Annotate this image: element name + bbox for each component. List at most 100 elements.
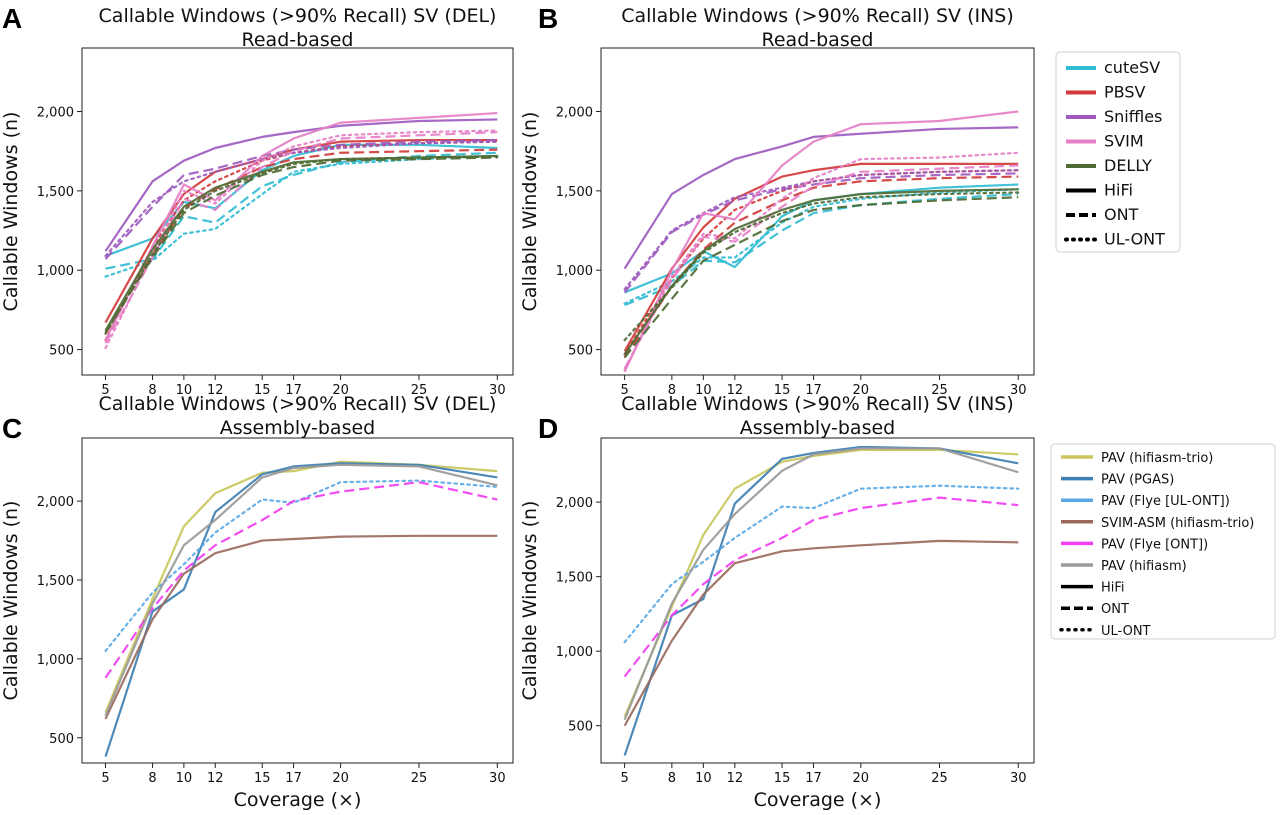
series-line-8 (623, 172, 1019, 294)
x-tick-label: 5 (101, 771, 109, 786)
x-tick-label: 20 (853, 771, 870, 786)
series-line-6 (104, 463, 498, 717)
legend-label: UL-ONT (1104, 230, 1165, 249)
x-tick-label: 30 (489, 771, 506, 786)
chart-subtitle: Assembly-based (740, 417, 895, 439)
series-line-12 (623, 151, 1020, 372)
legend-label: ONT (1104, 205, 1139, 224)
panel-B: B Callable Windows (>90% Recall) SV (INS)… (519, 3, 1035, 398)
panel-A: A Callable Windows (>90% Recall) SV (DEL)… (0, 3, 514, 398)
y-tick-label: 500 (568, 720, 593, 735)
x-tick-label: 20 (332, 771, 349, 786)
series-line-7 (104, 118, 498, 252)
x-tick-label: 17 (805, 771, 822, 786)
legend-label: UL-ONT (1101, 624, 1151, 639)
x-tick-label: 30 (1010, 383, 1027, 398)
chart-subtitle: Read-based (242, 29, 354, 51)
legend-label: PAV (PGAS) (1101, 473, 1174, 488)
panel-letter: A (2, 3, 22, 34)
x-axis-label: Coverage (×) (754, 789, 882, 811)
y-tick-label: 1,500 (556, 571, 593, 586)
series-line-2 (623, 445, 1019, 756)
series-line-2 (104, 462, 498, 758)
series-line-9 (623, 169, 1020, 291)
plot-frame (81, 437, 514, 764)
x-tick-label: 10 (695, 383, 712, 398)
chart-title: Callable Windows (>90% Recall) SV (INS) (621, 393, 1014, 415)
legend-label: PAV (hifiasm) (1101, 559, 1187, 574)
chart-subtitle: Read-based (762, 29, 874, 51)
series-line-4 (623, 539, 1019, 727)
legend-label: Sniffles (1104, 107, 1162, 126)
x-tick-label: 5 (620, 771, 628, 786)
y-tick-label: 1,000 (556, 264, 593, 279)
series-line-13 (623, 188, 1019, 355)
x-tick-label: 15 (774, 771, 791, 786)
legend-label: PAV (hifiasm-trio) (1101, 451, 1213, 466)
legend-label: HiFi (1104, 181, 1133, 200)
y-axis-label: Callable Windows (n) (519, 112, 541, 312)
series-line-4 (623, 162, 1019, 352)
series-line-2 (105, 151, 498, 270)
x-tick-label: 12 (727, 771, 744, 786)
x-tick-label: 17 (285, 383, 302, 398)
y-tick-label: 1,000 (37, 653, 74, 668)
panel-letter: D (538, 413, 558, 444)
y-axis-label: Callable Windows (n) (0, 501, 22, 701)
legend-label: PBSV (1104, 83, 1146, 102)
y-tick-label: 500 (49, 732, 74, 747)
legend-assembly-based: PAV (hifiasm-trio) PAV (PGAS) PAV (Flye [U… (1050, 443, 1276, 640)
legend-label: PAV (Flye [UL-ONT]) (1101, 494, 1230, 509)
x-tick-label: 15 (254, 383, 271, 398)
series-line-15 (104, 155, 499, 335)
legend-read-based: cuteSV PBSV Sniffles SVIM DELLY HiFi ONT UL-ONT (1055, 51, 1181, 253)
x-tick-label: 30 (1010, 771, 1027, 786)
legend-label: DELLY (1104, 156, 1152, 175)
legend-label: SVIM-ASM (hifiasm-trio) (1101, 516, 1254, 531)
series-line-14 (104, 156, 498, 333)
x-axis-label: Coverage (×) (234, 789, 362, 811)
x-tick-label: 30 (489, 383, 506, 398)
x-tick-label: 5 (620, 383, 628, 398)
series-line-11 (623, 164, 1019, 370)
series-line-5 (623, 175, 1019, 359)
series-line-6 (623, 447, 1019, 721)
legend-frame (1050, 443, 1276, 640)
y-tick-label: 2,000 (37, 105, 74, 120)
series-line-12 (104, 129, 499, 350)
plot-frame (81, 47, 514, 376)
plot-frame (600, 437, 1035, 764)
series-line-3 (104, 479, 499, 653)
y-tick-label: 2,000 (556, 496, 593, 511)
legend-label: PAV (Flye [ONT]) (1101, 537, 1208, 552)
legend-label: cuteSV (1104, 58, 1160, 77)
x-tick-label: 12 (207, 383, 224, 398)
x-tick-label: 15 (254, 771, 271, 786)
panel-D: D Callable Windows (>90% Recall) SV (INS)… (519, 393, 1035, 811)
series-line-5 (623, 496, 1019, 678)
x-tick-label: 15 (774, 383, 791, 398)
y-tick-label: 1,500 (37, 185, 74, 200)
legend-label: HiFi (1101, 581, 1125, 596)
chart-title: Callable Windows (>90% Recall) SV (DEL) (99, 5, 497, 27)
x-tick-label: 8 (668, 771, 676, 786)
legend-frame (1055, 51, 1181, 253)
panel-letter: C (2, 413, 22, 444)
series-line-5 (104, 481, 498, 679)
y-tick-label: 2,000 (556, 105, 593, 120)
x-tick-label: 5 (101, 383, 109, 398)
chart-title: Callable Windows (>90% Recall) SV (INS) (621, 5, 1014, 27)
y-tick-label: 1,500 (556, 185, 593, 200)
y-tick-label: 1,000 (37, 264, 74, 279)
x-tick-label: 20 (853, 383, 870, 398)
x-tick-label: 10 (176, 383, 193, 398)
x-tick-label: 10 (695, 771, 712, 786)
series-line-3 (623, 188, 1020, 305)
x-tick-label: 8 (148, 771, 156, 786)
y-tick-label: 1,500 (37, 574, 74, 589)
series-line-7 (623, 126, 1019, 270)
series-line-10 (104, 111, 498, 341)
series-line-4 (104, 534, 498, 720)
x-tick-label: 25 (931, 771, 948, 786)
chart-title: Callable Windows (>90% Recall) SV (DEL) (99, 393, 497, 415)
